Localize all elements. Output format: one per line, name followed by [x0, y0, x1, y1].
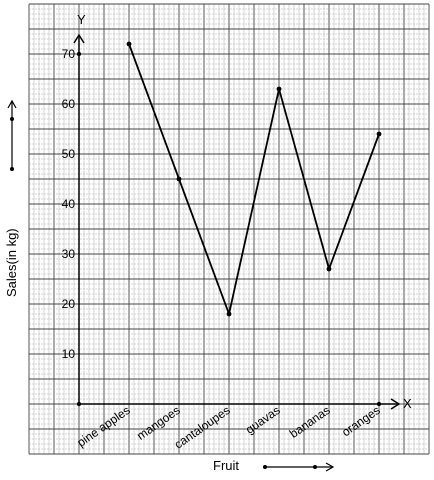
data-point	[226, 311, 232, 317]
y-axis-letter: Y	[77, 12, 86, 27]
origin-point	[76, 401, 82, 407]
x-tick-label: cantaloupes	[172, 403, 233, 452]
y-tick-label: 20	[62, 297, 76, 311]
series-line	[128, 43, 380, 318]
y-axis-label: Sales(in kg)	[4, 228, 19, 297]
y-tick-labels: 10 20 30 40 50 60 70	[62, 47, 76, 361]
data-point	[276, 86, 282, 92]
data-point	[176, 176, 182, 182]
grid	[28, 3, 430, 455]
series	[126, 41, 382, 318]
axes: X Y	[73, 12, 412, 411]
y-tick-label: 50	[62, 147, 76, 161]
y-tick-label: 30	[62, 247, 76, 261]
y-axis-point	[76, 51, 82, 57]
data-point	[126, 41, 132, 47]
axis-titles: Fruit Sales(in kg)	[4, 99, 335, 473]
x-label-arrow-dot	[313, 465, 317, 469]
x-label-arrow-dot	[263, 465, 267, 469]
x-axis-letter: X	[403, 396, 412, 411]
x-axis-label: Fruit	[213, 458, 239, 473]
data-point	[376, 131, 382, 137]
x-label-arrow-head	[325, 462, 335, 472]
y-label-arrow-dot	[10, 167, 14, 171]
y-tick-label: 60	[62, 97, 76, 111]
x-axis-point	[376, 401, 382, 407]
data-point	[326, 266, 332, 272]
y-tick-label: 40	[62, 197, 76, 211]
y-axis-arrow	[73, 33, 85, 44]
x-axis-arrow	[390, 398, 401, 410]
y-tick-label: 10	[62, 347, 76, 361]
y-tick-label: 70	[62, 47, 76, 61]
y-label-arrow-dot	[10, 117, 14, 121]
y-label-arrow-head	[7, 99, 17, 109]
